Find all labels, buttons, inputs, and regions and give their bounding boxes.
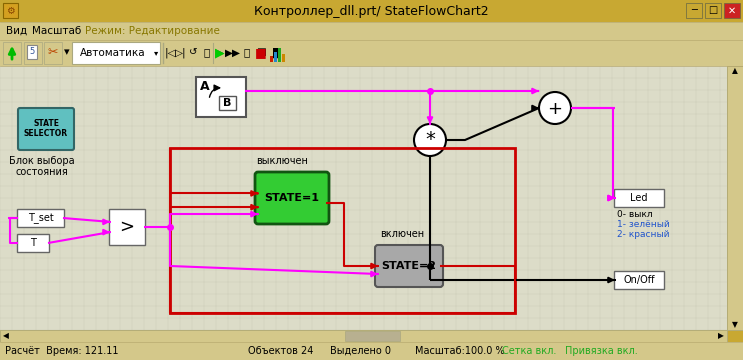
Text: Масштаб: Масштаб [32, 26, 81, 36]
FancyBboxPatch shape [218, 95, 236, 109]
Text: ▾: ▾ [154, 48, 158, 57]
Text: ▶▶: ▶▶ [225, 48, 241, 58]
FancyBboxPatch shape [0, 22, 743, 40]
Text: ⏱: ⏱ [204, 48, 210, 58]
Text: 5: 5 [30, 48, 35, 57]
Text: Led: Led [630, 193, 648, 203]
Text: ▷|: ▷| [175, 47, 186, 58]
Text: выключен: выключен [256, 156, 308, 166]
Text: 0- выкл: 0- выкл [617, 210, 652, 219]
Text: ↺: ↺ [189, 48, 198, 58]
Text: Вид: Вид [6, 26, 27, 36]
Text: T_set: T_set [27, 212, 53, 224]
Text: A: A [200, 81, 210, 94]
Text: Выделено 0: Выделено 0 [330, 346, 391, 356]
FancyBboxPatch shape [27, 45, 37, 59]
FancyBboxPatch shape [269, 44, 287, 62]
Text: ■: ■ [256, 48, 266, 58]
FancyBboxPatch shape [270, 56, 273, 62]
FancyBboxPatch shape [345, 331, 400, 341]
Text: ◀: ◀ [3, 332, 9, 341]
FancyBboxPatch shape [727, 66, 743, 330]
FancyBboxPatch shape [3, 3, 18, 18]
Text: Контроллер_dll.prt/ StateFlowChart2: Контроллер_dll.prt/ StateFlowChart2 [253, 4, 488, 18]
Text: ■: ■ [255, 46, 267, 59]
Text: On/Off: On/Off [623, 275, 655, 285]
Text: SELECTOR: SELECTOR [24, 130, 68, 139]
FancyBboxPatch shape [686, 3, 702, 18]
FancyBboxPatch shape [17, 209, 64, 227]
Text: Масштаб:100.0 %: Масштаб:100.0 % [415, 346, 504, 356]
FancyBboxPatch shape [44, 42, 62, 64]
FancyBboxPatch shape [705, 3, 721, 18]
Text: STATE=1: STATE=1 [265, 193, 319, 203]
Text: ▶: ▶ [215, 46, 225, 59]
FancyBboxPatch shape [3, 42, 21, 64]
Text: ▐▌: ▐▌ [269, 48, 285, 58]
FancyBboxPatch shape [18, 108, 74, 150]
Text: Привязка вкл.: Привязка вкл. [565, 346, 637, 356]
Text: Расчёт  Время: 121.11: Расчёт Время: 121.11 [5, 346, 118, 356]
Text: *: * [425, 130, 435, 149]
Text: STATE: STATE [33, 120, 59, 129]
Text: □: □ [708, 5, 718, 15]
Text: 1- зелёный: 1- зелёный [617, 220, 669, 229]
FancyBboxPatch shape [282, 54, 285, 62]
FancyBboxPatch shape [0, 330, 727, 342]
Text: ✂: ✂ [48, 45, 58, 58]
Text: Объектов 24: Объектов 24 [248, 346, 314, 356]
FancyBboxPatch shape [274, 52, 277, 62]
FancyBboxPatch shape [72, 42, 160, 64]
Text: ⏸: ⏸ [244, 48, 250, 58]
Text: 2- красный: 2- красный [617, 230, 669, 239]
FancyBboxPatch shape [109, 209, 145, 245]
Circle shape [539, 92, 571, 124]
FancyBboxPatch shape [614, 271, 664, 289]
Text: >: > [120, 218, 134, 236]
Text: состояния: состояния [16, 167, 68, 177]
FancyBboxPatch shape [614, 189, 664, 207]
Text: включен: включен [380, 229, 424, 239]
Text: +: + [548, 100, 562, 118]
FancyBboxPatch shape [278, 48, 281, 62]
FancyBboxPatch shape [17, 234, 49, 252]
FancyBboxPatch shape [0, 40, 743, 66]
Text: Режим: Редактирование: Режим: Редактирование [85, 26, 220, 36]
FancyBboxPatch shape [724, 3, 740, 18]
Text: |◁: |◁ [164, 47, 176, 58]
FancyBboxPatch shape [24, 42, 42, 64]
FancyBboxPatch shape [375, 245, 443, 287]
Text: ✕: ✕ [728, 5, 736, 15]
Text: ▶: ▶ [718, 332, 724, 341]
FancyBboxPatch shape [0, 0, 743, 22]
Text: ▾: ▾ [64, 47, 70, 57]
Text: STATE=2: STATE=2 [381, 261, 436, 271]
Text: Автоматика: Автоматика [80, 48, 146, 58]
Text: ─: ─ [691, 5, 697, 15]
Text: Сетка вкл.: Сетка вкл. [502, 346, 557, 356]
Text: ▲: ▲ [732, 67, 738, 76]
FancyBboxPatch shape [255, 172, 329, 224]
Text: Блок выбора: Блок выбора [9, 156, 75, 166]
FancyBboxPatch shape [0, 342, 743, 360]
Text: ▶: ▶ [216, 48, 224, 58]
FancyBboxPatch shape [0, 66, 727, 330]
Text: B: B [223, 98, 231, 108]
Text: ⚙: ⚙ [6, 5, 15, 15]
Text: ▼: ▼ [732, 320, 738, 329]
Text: T: T [30, 238, 36, 248]
Circle shape [414, 124, 446, 156]
FancyBboxPatch shape [196, 77, 246, 117]
